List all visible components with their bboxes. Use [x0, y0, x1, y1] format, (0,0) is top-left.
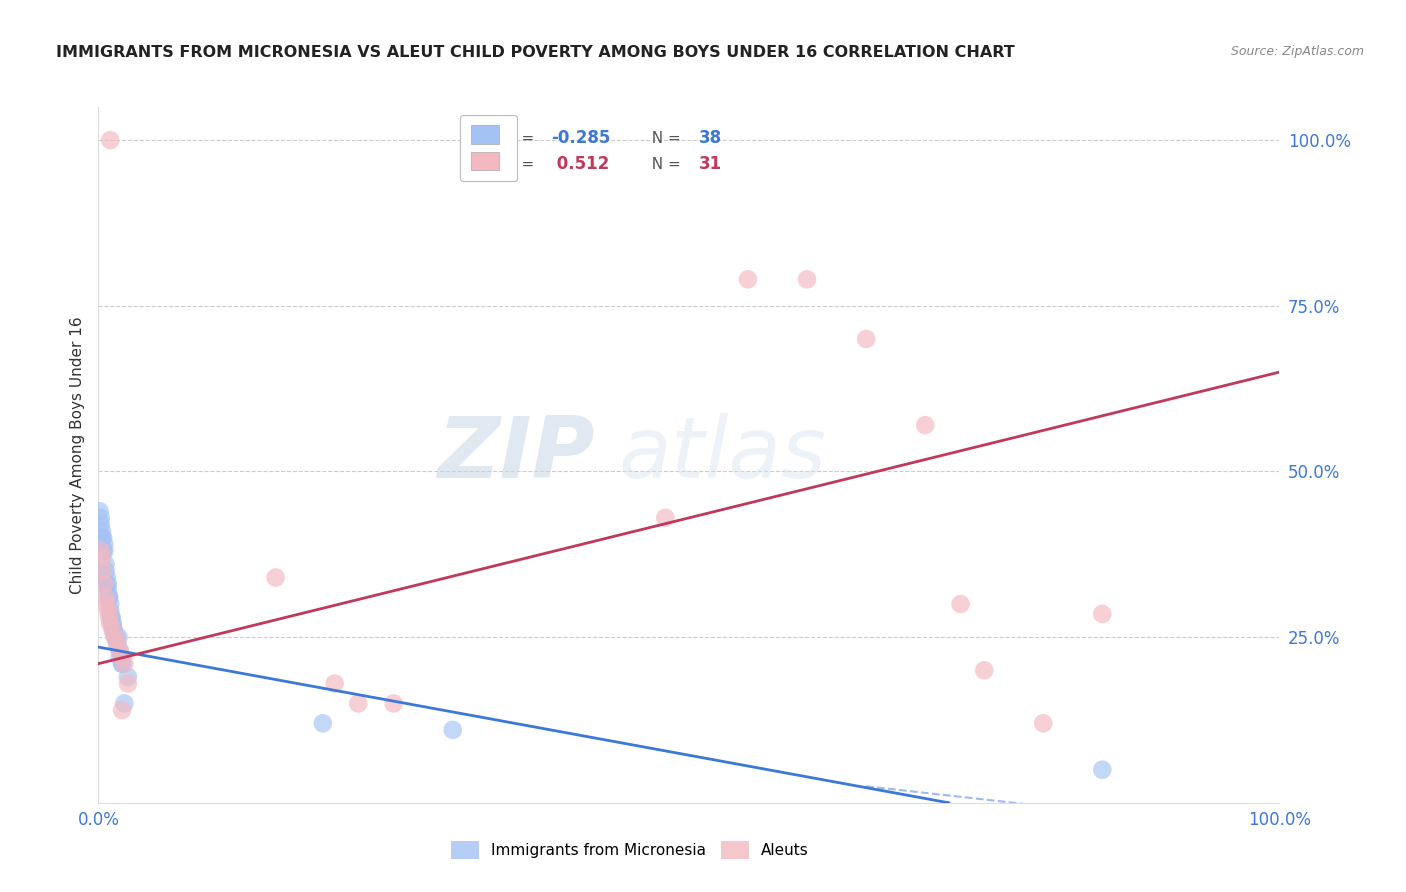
Point — [97, 577, 120, 591]
Point — [108, 643, 131, 657]
Point — [107, 630, 129, 644]
Text: 38: 38 — [699, 129, 721, 147]
Point — [112, 697, 135, 711]
Point — [90, 511, 112, 525]
Point — [441, 723, 464, 737]
Point — [93, 577, 115, 591]
Text: 0.512: 0.512 — [551, 155, 609, 173]
Point — [97, 583, 120, 598]
Point — [96, 597, 118, 611]
Text: 31: 31 — [699, 155, 721, 173]
Point — [90, 544, 112, 558]
Point — [98, 591, 121, 605]
Point — [264, 570, 287, 584]
Point — [323, 676, 346, 690]
Point — [117, 670, 139, 684]
Point — [91, 550, 114, 565]
Legend: Immigrants from Micronesia, Aleuts: Immigrants from Micronesia, Aleuts — [446, 835, 814, 864]
Text: -0.285: -0.285 — [551, 129, 610, 147]
Point — [93, 537, 115, 551]
Point — [347, 697, 370, 711]
Point — [96, 577, 118, 591]
Point — [111, 703, 134, 717]
Text: Source: ZipAtlas.com: Source: ZipAtlas.com — [1230, 45, 1364, 58]
Point — [91, 531, 114, 545]
Point — [1091, 763, 1114, 777]
Point — [91, 544, 114, 558]
Point — [100, 610, 122, 624]
Point — [97, 604, 120, 618]
Point — [1091, 607, 1114, 621]
Point — [312, 716, 335, 731]
Point — [94, 591, 117, 605]
Text: N =: N = — [641, 131, 685, 146]
Point — [108, 650, 131, 665]
Point — [103, 624, 125, 638]
Point — [91, 564, 114, 578]
Point — [91, 531, 114, 545]
Point — [1032, 716, 1054, 731]
Point — [98, 604, 121, 618]
Point — [101, 616, 124, 631]
Y-axis label: Child Poverty Among Boys Under 16: Child Poverty Among Boys Under 16 — [69, 316, 84, 594]
Point — [98, 591, 121, 605]
Point — [89, 504, 111, 518]
Point — [104, 630, 127, 644]
Point — [94, 564, 117, 578]
Point — [90, 517, 112, 532]
Point — [93, 544, 115, 558]
Point — [117, 676, 139, 690]
Point — [949, 597, 972, 611]
Point — [104, 630, 127, 644]
Text: N =: N = — [641, 157, 685, 171]
Point — [973, 663, 995, 677]
Point — [96, 570, 118, 584]
Point — [103, 624, 125, 638]
Point — [382, 697, 405, 711]
Text: ZIP: ZIP — [437, 413, 595, 497]
Point — [98, 133, 121, 147]
Point — [112, 657, 135, 671]
Point — [98, 616, 121, 631]
Text: R =: R = — [506, 131, 538, 146]
Point — [101, 624, 124, 638]
Point — [105, 637, 128, 651]
Point — [654, 511, 676, 525]
Point — [98, 610, 121, 624]
Point — [105, 630, 128, 644]
Text: IMMIGRANTS FROM MICRONESIA VS ALEUT CHILD POVERTY AMONG BOYS UNDER 16 CORRELATIO: IMMIGRANTS FROM MICRONESIA VS ALEUT CHIL… — [56, 45, 1015, 60]
Point — [855, 332, 877, 346]
Point — [737, 272, 759, 286]
Point — [914, 418, 936, 433]
Point — [111, 650, 134, 665]
Point — [105, 637, 128, 651]
Text: atlas: atlas — [619, 413, 827, 497]
Point — [108, 643, 131, 657]
Point — [91, 524, 114, 538]
Point — [94, 558, 117, 572]
Text: R =: R = — [506, 157, 538, 171]
Point — [100, 610, 122, 624]
Point — [98, 597, 121, 611]
Point — [796, 272, 818, 286]
Point — [111, 657, 134, 671]
Point — [101, 616, 124, 631]
Point — [111, 657, 134, 671]
